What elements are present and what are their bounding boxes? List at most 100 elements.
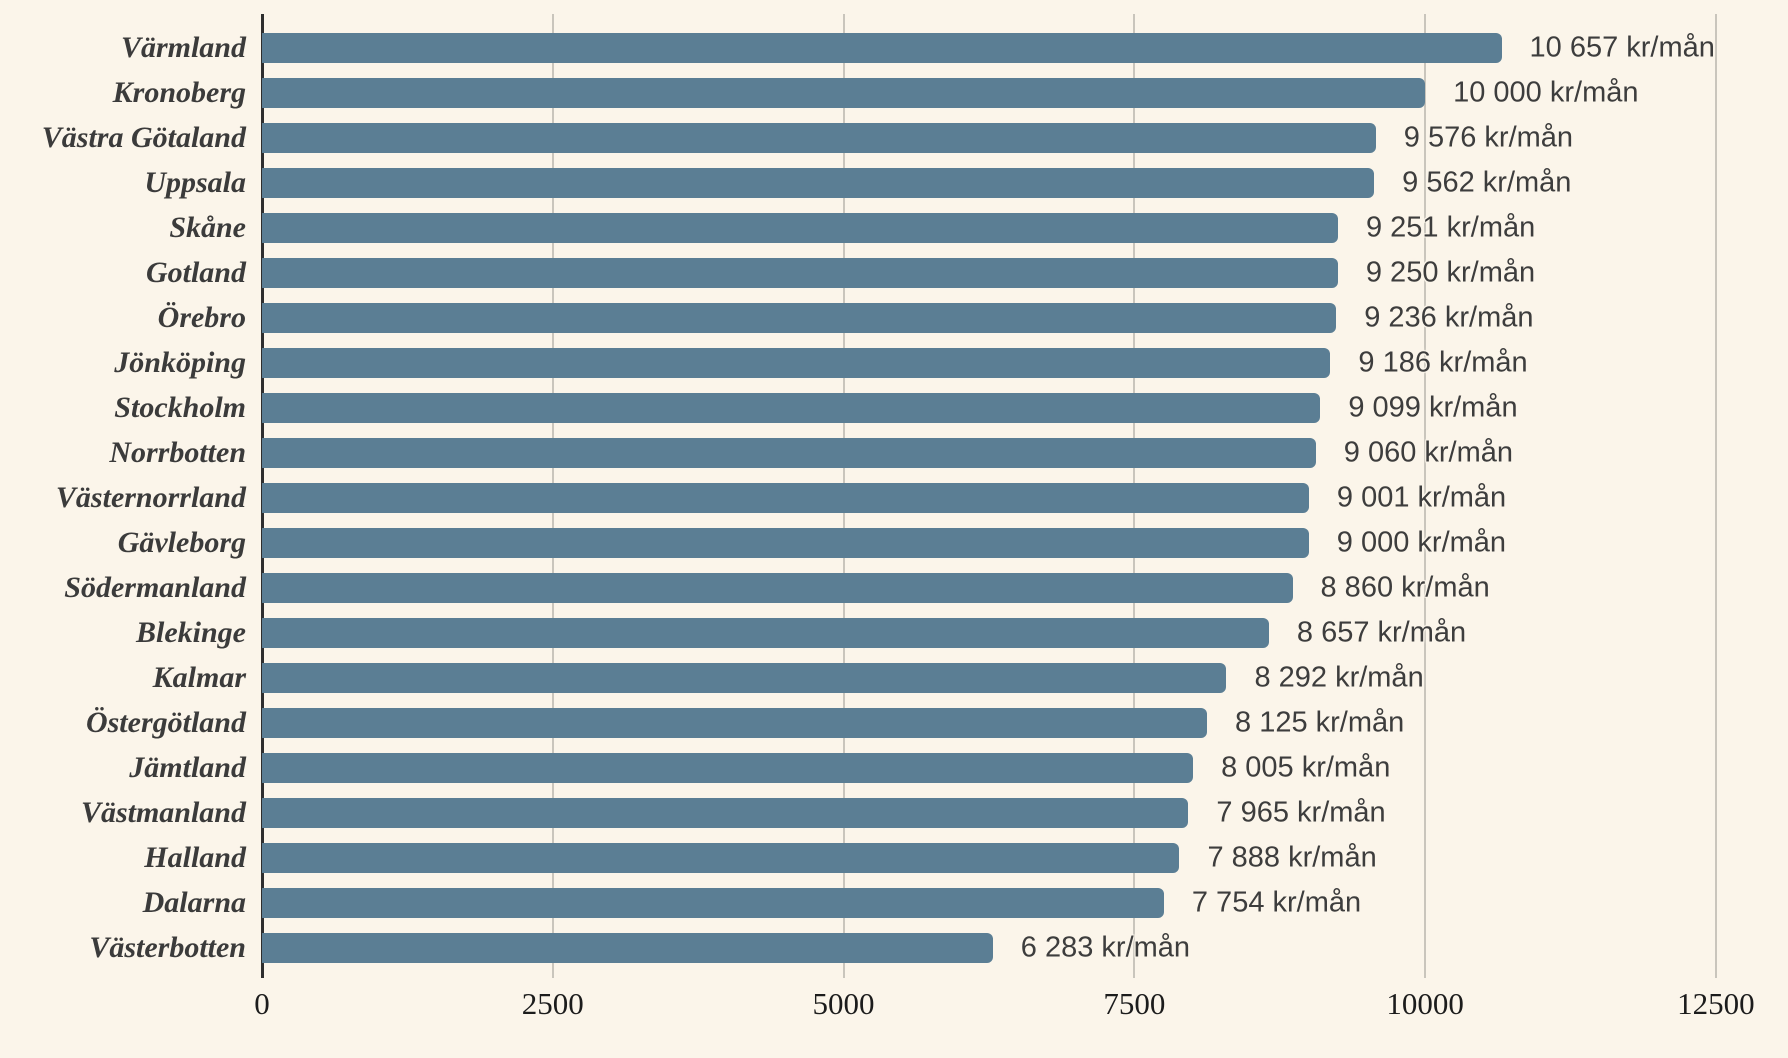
x-tick-label: 0 xyxy=(254,986,270,1021)
bar-track: 8 125 kr/mån xyxy=(262,700,1788,745)
bar-track: 7 754 kr/mån xyxy=(262,880,1788,925)
bar-rows: Värmland 10 657 kr/mån Kronoberg 10 000 kr/… xyxy=(0,25,1788,970)
bar-row: Blekinge 8 657 kr/mån xyxy=(0,610,1788,655)
x-axis: 0 2500 5000 7500 10000 12500 xyxy=(254,986,1788,1030)
gridline-12500 xyxy=(1714,14,1717,978)
bar[interactable] xyxy=(262,707,1208,738)
category-label: Södermanland xyxy=(64,570,246,604)
bar[interactable] xyxy=(262,77,1426,108)
bar-row: Västerbotten 6 283 kr/mån xyxy=(0,925,1788,970)
bar-row: Dalarna 7 754 kr/mån xyxy=(0,880,1788,925)
bar-track: 8 657 kr/mån xyxy=(262,610,1788,655)
bar-row: Norrbotten 9 060 kr/mån xyxy=(0,430,1788,475)
bar-track: 8 292 kr/mån xyxy=(262,655,1788,700)
bar-track: 8 005 kr/mån xyxy=(262,745,1788,790)
value-label: 7 754 kr/mån xyxy=(1191,886,1362,918)
value-label: 10 657 kr/mån xyxy=(1529,31,1715,63)
value-label: 10 000 kr/mån xyxy=(1453,76,1639,108)
bar[interactable] xyxy=(262,842,1180,873)
category-label: Kalmar xyxy=(152,660,246,694)
bar-row: Gotland 9 250 kr/mån xyxy=(0,250,1788,295)
category-label: Uppsala xyxy=(144,165,246,199)
bar-row: Östergötland 8 125 kr/mån xyxy=(0,700,1788,745)
bar-track: 9 000 kr/mån xyxy=(262,520,1788,565)
bar-track: 8 860 kr/mån xyxy=(262,565,1788,610)
x-tick-label: 12500 xyxy=(1677,986,1755,1021)
bar-track: 9 576 kr/mån xyxy=(262,115,1788,160)
bar-track: 9 099 kr/mån xyxy=(262,385,1788,430)
bar[interactable] xyxy=(262,347,1331,378)
bar[interactable] xyxy=(262,437,1316,468)
value-label: 8 292 kr/mån xyxy=(1254,661,1424,693)
category-label: Kronoberg xyxy=(112,75,246,109)
value-label: 9 250 kr/mån xyxy=(1365,256,1536,288)
bar[interactable] xyxy=(262,797,1189,828)
bar-row: Västmanland 7 965 kr/mån xyxy=(0,790,1788,835)
bar-row: Gävleborg 9 000 kr/mån xyxy=(0,520,1788,565)
bar[interactable] xyxy=(262,167,1375,198)
bar-track: 9 060 kr/mån xyxy=(262,430,1788,475)
bar-row: Stockholm 9 099 kr/mån xyxy=(0,385,1788,430)
bar[interactable] xyxy=(262,302,1337,333)
value-label: 9 562 kr/mån xyxy=(1402,166,1572,198)
bar-track: 9 001 kr/mån xyxy=(262,475,1788,520)
category-label: Gotland xyxy=(145,255,246,289)
value-label: 9 000 kr/mån xyxy=(1336,526,1507,558)
bar[interactable] xyxy=(262,932,993,963)
value-label: 9 001 kr/mån xyxy=(1336,481,1507,513)
bar-track: 6 283 kr/mån xyxy=(262,925,1788,970)
bar-row: Uppsala 9 562 kr/mån xyxy=(0,160,1788,205)
bar-row: Kalmar 8 292 kr/mån xyxy=(0,655,1788,700)
category-label: Blekinge xyxy=(136,615,246,649)
value-label: 7 965 kr/mån xyxy=(1216,796,1386,828)
bar-row: Halland 7 888 kr/mån xyxy=(0,835,1788,880)
bar-track: 9 251 kr/mån xyxy=(262,205,1788,250)
bar[interactable] xyxy=(262,527,1309,558)
value-label: 9 186 kr/mån xyxy=(1358,346,1528,378)
bar[interactable] xyxy=(262,122,1376,153)
value-label: 8 657 kr/mån xyxy=(1296,616,1467,648)
x-tick-label: 10000 xyxy=(1386,986,1464,1021)
category-label: Gävleborg xyxy=(117,525,246,559)
category-label: Dalarna xyxy=(142,885,246,919)
bar[interactable] xyxy=(262,257,1338,288)
category-label: Jämtland xyxy=(129,750,246,784)
bar[interactable] xyxy=(262,617,1269,648)
bar-track: 7 888 kr/mån xyxy=(262,835,1788,880)
bar-track: 10 657 kr/mån xyxy=(262,25,1788,70)
bar[interactable] xyxy=(262,32,1502,63)
bar-row: Värmland 10 657 kr/mån xyxy=(0,25,1788,70)
bar[interactable] xyxy=(262,752,1194,783)
value-label: 8 005 kr/mån xyxy=(1221,751,1391,783)
bar[interactable] xyxy=(262,392,1321,423)
bar-row: Jönköping 9 186 kr/mån xyxy=(0,340,1788,385)
value-label: 9 236 kr/mån xyxy=(1364,301,1534,333)
category-label: Värmland xyxy=(120,30,246,64)
bar[interactable] xyxy=(262,212,1338,243)
category-label: Stockholm xyxy=(114,390,246,424)
bar-track: 9 562 kr/mån xyxy=(262,160,1788,205)
bar-track: 9 250 kr/mån xyxy=(262,250,1788,295)
bar[interactable] xyxy=(262,482,1309,513)
category-label: Skåne xyxy=(169,210,246,244)
category-label: Norrbotten xyxy=(109,435,246,469)
bar-track: 7 965 kr/mån xyxy=(262,790,1788,835)
bar[interactable] xyxy=(262,572,1293,603)
category-label: Västmanland xyxy=(80,795,246,829)
bar-track: 10 000 kr/mån xyxy=(262,70,1788,115)
bar-row: Örebro 9 236 kr/mån xyxy=(0,295,1788,340)
value-label: 9 576 kr/mån xyxy=(1403,121,1574,153)
value-label: 8 860 kr/mån xyxy=(1320,571,1490,603)
value-label: 7 888 kr/mån xyxy=(1207,841,1377,873)
value-label: 8 125 kr/mån xyxy=(1235,706,1405,738)
category-label: Västernorrland xyxy=(55,480,246,514)
bar[interactable] xyxy=(262,887,1164,918)
value-label: 9 060 kr/mån xyxy=(1343,436,1514,468)
bar[interactable] xyxy=(262,662,1227,693)
bar-row: Kronoberg 10 000 kr/mån xyxy=(0,70,1788,115)
category-label: Halland xyxy=(144,840,246,874)
gridline-10000 xyxy=(1424,14,1427,978)
bar-row: Jämtland 8 005 kr/mån xyxy=(0,745,1788,790)
bar-row: Västernorrland 9 001 kr/mån xyxy=(0,475,1788,520)
